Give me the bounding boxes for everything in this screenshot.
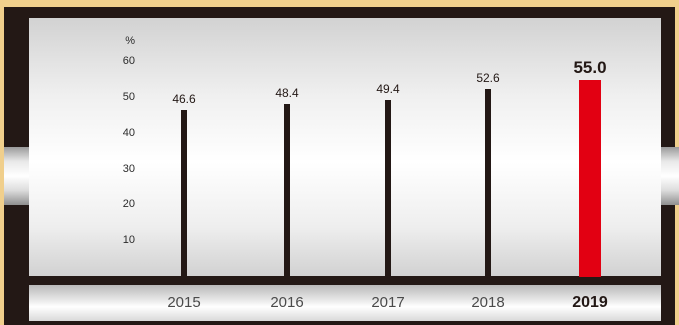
bar-2018 (485, 88, 491, 277)
x-tick-label-2018: 2018 (471, 294, 505, 311)
x-tick-label-2017: 2017 (371, 294, 405, 311)
y-tick-label: 40 (122, 126, 135, 139)
x-tick-label-2019: 2019 (572, 294, 608, 311)
y-tick-label: 10 (122, 234, 135, 247)
bar-2016 (284, 103, 290, 277)
y-tick-label: 20 (122, 198, 135, 211)
x-tick-label-2015: 2015 (167, 294, 201, 311)
y-tick-label: 60 (122, 55, 135, 67)
plot-panel (29, 18, 661, 280)
category-band (29, 285, 661, 321)
bar-2015 (181, 110, 187, 277)
x-axis-baseline (29, 276, 661, 280)
y-tick-label: 50 (122, 90, 135, 103)
left-edge-tab (4, 147, 29, 205)
data-label-2018: 52.6 (476, 70, 500, 85)
data-label-2017: 49.4 (376, 81, 400, 96)
data-label-2019: 55.0 (573, 57, 607, 77)
x-tick-label-2016: 2016 (270, 294, 304, 311)
data-label-2015: 46.6 (172, 92, 196, 107)
right-edge-tab (661, 147, 679, 205)
data-label-2016: 48.4 (275, 85, 299, 100)
bar-2017 (385, 99, 391, 277)
bar-2019 (579, 79, 601, 277)
y-tick-label: 30 (122, 162, 135, 175)
y-axis-unit: % (125, 35, 135, 47)
